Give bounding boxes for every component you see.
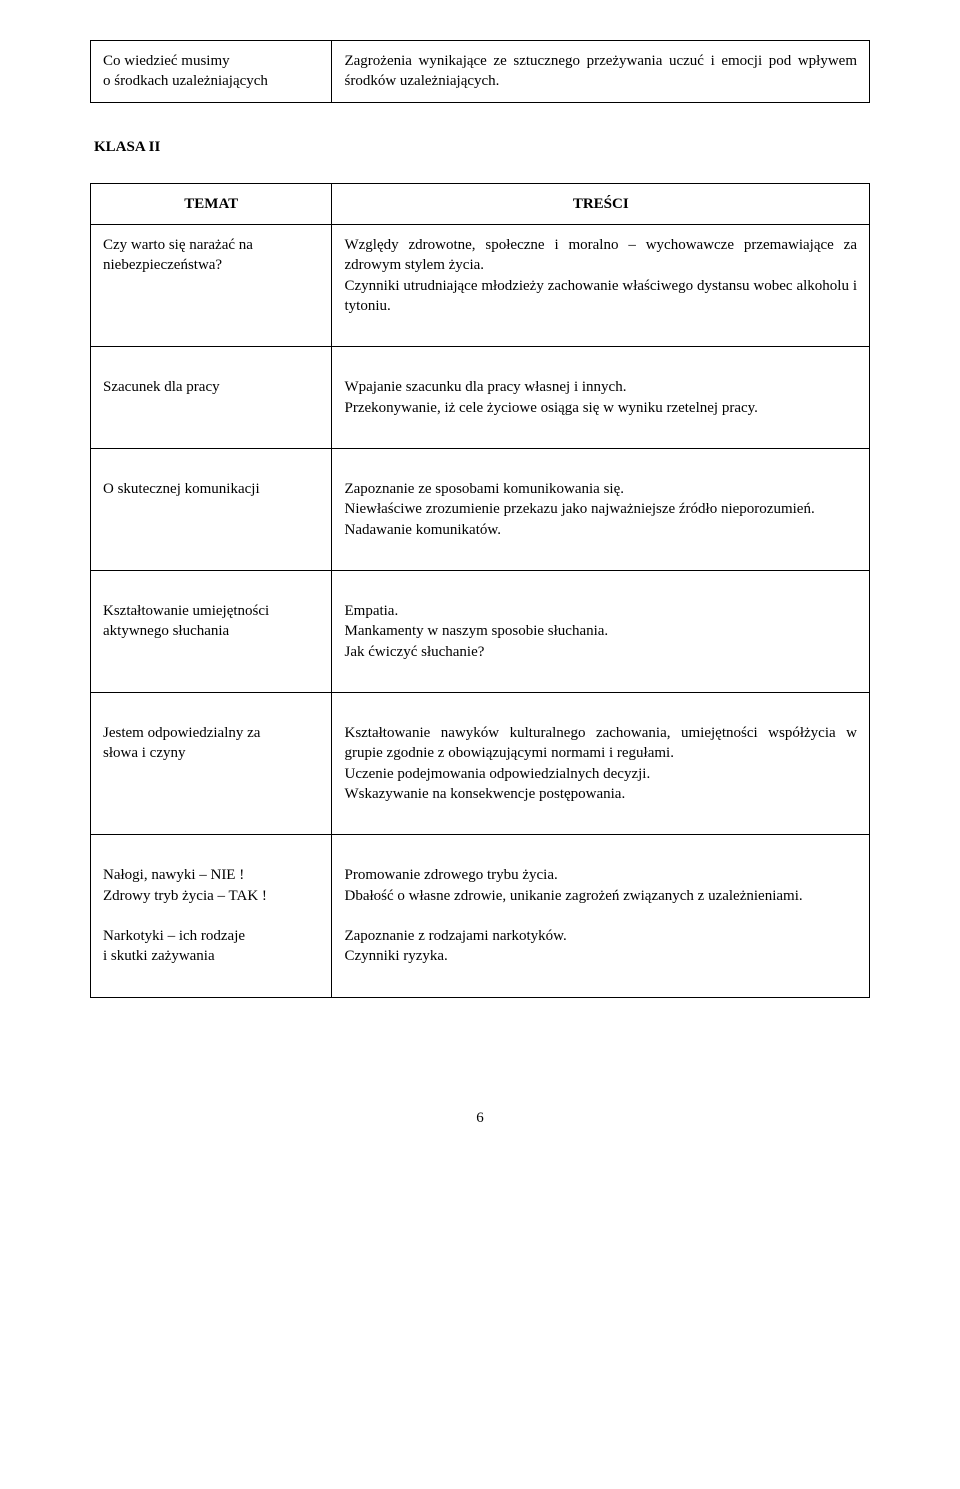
r1-content-cell: Względy zdrowotne, społeczne i moralno –… [332, 225, 870, 327]
r1-content-l1: Względy zdrowotne, społeczne i moralno –… [344, 237, 857, 273]
intro-content-line1: Zagrożenia wynikające ze sztucznego prze… [344, 53, 703, 69]
r5-content-l1: Kształtowanie nawyków kulturalnego zacho… [344, 725, 857, 761]
r3-topic: O skutecznej komunikacji [103, 481, 260, 497]
r4-content-cell: Empatia. Mankamenty w naszym sposobie sł… [332, 570, 870, 672]
r4-topic-l2: aktywnego słuchania [103, 623, 229, 639]
table-row-spacer [91, 550, 870, 571]
main-table: TEMAT TREŚCI Czy warto się narażać na ni… [90, 183, 870, 998]
r5-content-l2: Uczenie podejmowania odpowiedzialnych de… [344, 766, 650, 782]
r4-topic-cell: Kształtowanie umiejętności aktywnego słu… [91, 570, 332, 672]
r6b-topic-l1: Narkotyki – ich rodzaje [103, 928, 245, 944]
r6a-content-l1: Promowanie zdrowego trybu życia. [344, 867, 557, 883]
r5-topic-l1: Jestem odpowiedzialny za [103, 725, 260, 741]
r5-topic-cell: Jestem odpowiedzialny za słowa i czyny [91, 692, 332, 814]
r5-content-l3: Wskazywanie na konsekwencje postępowania… [344, 786, 625, 802]
table-row: Jestem odpowiedzialny za słowa i czyny K… [91, 692, 870, 814]
intro-topic-cell: Co wiedzieć musimy o środkach uzależniaj… [91, 41, 332, 103]
r4-content-l2: Mankamenty w naszym sposobie słuchania. [344, 623, 608, 639]
intro-table: Co wiedzieć musimy o środkach uzależniaj… [90, 40, 870, 103]
r5-topic-l2: słowa i czyny [103, 745, 185, 761]
table-row-spacer [91, 428, 870, 449]
header-temat: TEMAT [91, 183, 332, 224]
intro-topic-line1: Co wiedzieć musimy [103, 53, 230, 69]
r6b-content-l2: Czynniki ryzyka. [344, 948, 447, 964]
table-row: Kształtowanie umiejętności aktywnego słu… [91, 570, 870, 672]
r6b-topic-l2: i skutki zażywania [103, 948, 215, 964]
r6a-content-l2: Dbałość o własne zdrowie, unikanie zagro… [344, 888, 802, 904]
r6-topic-cell: Nałogi, nawyki – NIE ! Zdrowy tryb życia… [91, 835, 332, 977]
table-row: O skutecznej komunikacji Zapoznanie ze s… [91, 448, 870, 550]
r6b-content-l1: Zapoznanie z rodzajami narkotyków. [344, 928, 566, 944]
intro-topic-line2: o środkach uzależniających [103, 73, 268, 89]
r4-content-l1: Empatia. [344, 603, 398, 619]
intro-row: Co wiedzieć musimy o środkach uzależniaj… [91, 41, 870, 103]
r3-content-l3: Nadawanie komunikatów. [344, 522, 500, 538]
r1-topic-cell: Czy warto się narażać na niebezpieczeńst… [91, 225, 332, 327]
table-row: Szacunek dla pracy Wpajanie szacunku dla… [91, 347, 870, 428]
page-number: 6 [90, 1108, 870, 1128]
r3-content-cell: Zapoznanie ze sposobami komunikowania si… [332, 448, 870, 550]
r2-content-l1: Wpajanie szacunku dla pracy własnej i in… [344, 379, 626, 395]
r1-topic-l2: niebezpieczeństwa? [103, 257, 222, 273]
table-row-spacer [91, 977, 870, 998]
table-row-spacer [91, 672, 870, 693]
r4-topic-l1: Kształtowanie umiejętności [103, 603, 269, 619]
header-tresci: TREŚCI [332, 183, 870, 224]
section-heading: KLASA II [94, 137, 870, 157]
r4-content-l3: Jak ćwiczyć słuchanie? [344, 644, 484, 660]
r6a-topic-l1: Nałogi, nawyki – NIE ! [103, 867, 244, 883]
r2-topic: Szacunek dla pracy [103, 379, 220, 395]
r6-content-cell: Promowanie zdrowego trybu życia. Dbałość… [332, 835, 870, 977]
r1-content-l2: Czynniki utrudniające młodzieży zachowan… [344, 278, 857, 314]
r3-content-l1: Zapoznanie ze sposobami komunikowania si… [344, 481, 624, 497]
table-row-spacer [91, 326, 870, 347]
table-row: Nałogi, nawyki – NIE ! Zdrowy tryb życia… [91, 835, 870, 977]
r2-topic-cell: Szacunek dla pracy [91, 347, 332, 428]
r5-content-cell: Kształtowanie nawyków kulturalnego zacho… [332, 692, 870, 814]
r6a-topic-l2: Zdrowy tryb życia – TAK ! [103, 888, 267, 904]
r2-content-l2: Przekonywanie, iż cele życiowe osiąga si… [344, 400, 757, 416]
r1-topic-l1: Czy warto się narażać na [103, 237, 253, 253]
r3-content-l2: Niewłaściwe zrozumienie przekazu jako na… [344, 501, 814, 517]
r2-content-cell: Wpajanie szacunku dla pracy własnej i in… [332, 347, 870, 428]
intro-content-cell: Zagrożenia wynikające ze sztucznego prze… [332, 41, 870, 103]
r3-topic-cell: O skutecznej komunikacji [91, 448, 332, 550]
table-row-spacer [91, 814, 870, 835]
table-header-row: TEMAT TREŚCI [91, 183, 870, 224]
table-row: Czy warto się narażać na niebezpieczeńst… [91, 225, 870, 327]
